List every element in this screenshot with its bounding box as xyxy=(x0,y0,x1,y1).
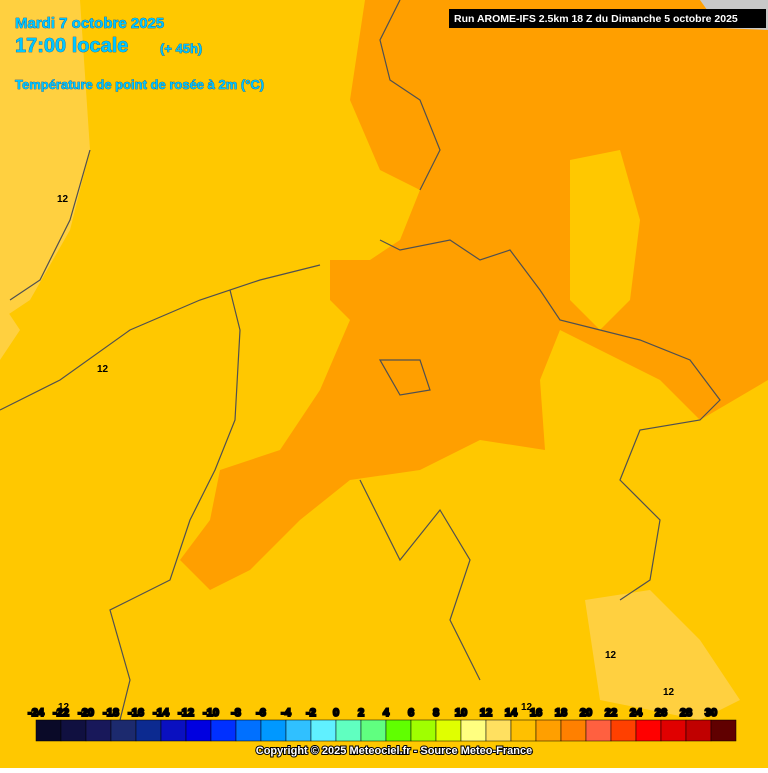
colorbar-swatch xyxy=(60,719,87,742)
yellow-patch xyxy=(570,150,640,330)
colorbar-swatch xyxy=(135,719,162,742)
colorbar-swatch xyxy=(510,719,537,742)
colorbar-label: 12 xyxy=(480,707,492,719)
time: 17:00 locale xyxy=(15,35,128,57)
lead-time: (+ 45h) xyxy=(160,41,202,56)
contour-label: 12 xyxy=(521,702,533,713)
colorbar-label: -20 xyxy=(78,707,94,719)
colorbar-label: 18 xyxy=(555,707,567,719)
copyright: Copyright © 2025 Meteociel.fr - Source M… xyxy=(256,745,532,757)
colorbar-swatch xyxy=(460,719,487,742)
contour-label: 12 xyxy=(57,194,69,205)
colorbar-swatch xyxy=(585,719,612,742)
colorbar-swatch xyxy=(110,719,137,742)
colorbar-label: 16 xyxy=(530,707,542,719)
colorbar-swatch xyxy=(260,719,287,742)
colorbar-swatch xyxy=(310,719,337,742)
parameter: Température de point de rosée à 2m (°C) xyxy=(15,77,264,92)
colorbar-label: 14 xyxy=(505,707,518,719)
contour-label: 12 xyxy=(605,650,617,661)
colorbar-label: -18 xyxy=(103,707,119,719)
colorbar-label: -4 xyxy=(281,707,292,719)
colorbar-swatch xyxy=(210,719,237,742)
colorbar-label: 6 xyxy=(408,707,414,719)
colorbar-label: 28 xyxy=(680,707,692,719)
colorbar-label: 4 xyxy=(383,707,390,719)
colorbar-label: 20 xyxy=(580,707,592,719)
contour-label: 12 xyxy=(58,702,70,713)
colorbar-label: 24 xyxy=(630,707,643,719)
colorbar-swatch xyxy=(360,719,387,742)
date: Mardi 7 octobre 2025 xyxy=(15,15,164,32)
colorbar-label: -24 xyxy=(28,707,45,719)
colorbar-swatch xyxy=(610,719,637,742)
colorbar-swatch xyxy=(335,719,362,742)
colorbar-swatch xyxy=(410,719,437,742)
colorbar-label: -16 xyxy=(128,707,144,719)
colorbar-label: -14 xyxy=(153,707,170,719)
colorbar-swatch xyxy=(160,719,187,742)
colorbar-swatch xyxy=(285,719,312,742)
light-region xyxy=(0,300,740,720)
colorbar-label: -22 xyxy=(53,707,69,719)
borders xyxy=(0,0,721,721)
run-box xyxy=(449,9,766,28)
colorbar-swatch xyxy=(35,719,62,742)
colorbar-swatch xyxy=(635,719,662,742)
colorbar-label: -12 xyxy=(178,707,194,719)
colorbar-swatch xyxy=(560,719,587,742)
colorbar-swatch xyxy=(710,719,737,742)
colorbar-swatch xyxy=(85,719,112,742)
colorbar-swatch xyxy=(385,719,412,742)
colorbar-swatch xyxy=(485,719,512,742)
colorbar-swatch xyxy=(235,719,262,742)
contour-label: 12 xyxy=(97,364,109,375)
colorbar-label: 8 xyxy=(433,707,439,719)
colorbar-label: -6 xyxy=(256,707,266,719)
orange-region xyxy=(180,0,768,590)
colorbar-swatch xyxy=(660,719,687,742)
colorbar-label: 0 xyxy=(333,707,339,719)
colorbar-label: -8 xyxy=(231,707,241,719)
colorbar-label: -10 xyxy=(203,707,219,719)
colorbar-swatch xyxy=(685,719,712,742)
colorbar-label: 10 xyxy=(455,707,467,719)
colorbar-swatch xyxy=(535,719,562,742)
colorbar-label: -2 xyxy=(306,707,316,719)
sea-region xyxy=(0,0,90,320)
contour-label: 12 xyxy=(663,687,675,698)
colorbar-label: 2 xyxy=(358,707,364,719)
colorbar-label: 22 xyxy=(605,707,617,719)
colorbar-swatch xyxy=(185,719,212,742)
colorbar: -24 -22 -20 -18 -16 -14 -12 -10 -8 -6 -4 -2 0 2 4 6 8 10 1… xyxy=(27,706,737,742)
colorbar-label: 26 xyxy=(655,707,667,719)
run-info: Run AROME-IFS 2.5km 18 Z du Dimanche 5 o… xyxy=(454,13,738,25)
colorbar-swatch xyxy=(435,719,462,742)
colorbar-label: 30 xyxy=(705,707,717,719)
